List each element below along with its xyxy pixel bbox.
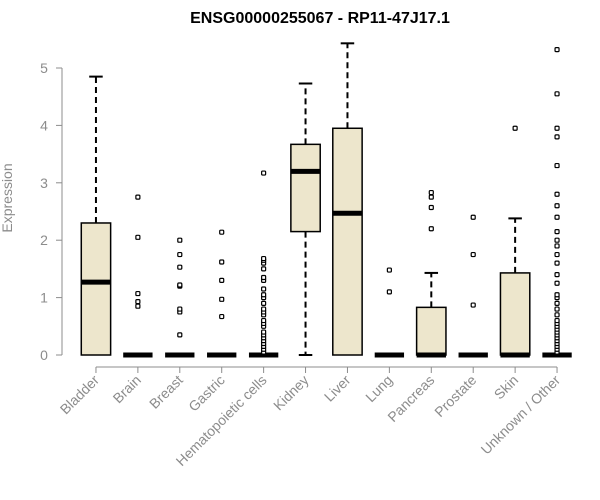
outlier-point: [177, 251, 183, 258]
y-tick-label: 4: [40, 117, 48, 133]
outlier-point: [261, 255, 267, 262]
y-tick-label: 2: [40, 232, 48, 248]
box-group: [207, 229, 237, 358]
outlier-point: [554, 251, 560, 258]
outlier-point: [428, 194, 434, 200]
x-tick-label: Unknown / Other: [478, 372, 564, 458]
y-tick-label: 1: [40, 290, 48, 306]
box-group: [542, 47, 572, 358]
y-tick-label: 0: [40, 347, 48, 363]
x-tick-label: Bladder: [57, 372, 103, 418]
y-tick-label: 3: [40, 175, 48, 191]
outlier-point: [470, 302, 476, 308]
outlier-point: [261, 266, 267, 272]
outlier-point: [135, 194, 141, 200]
outlier-point: [554, 306, 560, 312]
box: [80, 222, 112, 356]
outlier-point: [554, 272, 560, 278]
box-group: [290, 82, 321, 356]
chart-title: ENSG00000255067 - RP11-47J17.1: [190, 10, 450, 27]
outlier-point: [554, 125, 560, 131]
outlier-point: [428, 226, 434, 232]
x-tick-label: Liver: [321, 372, 354, 405]
box: [332, 127, 363, 356]
box-group: [248, 170, 279, 358]
x-tick-label: Breast: [146, 372, 186, 412]
outlier-point: [554, 91, 560, 97]
outlier-point: [261, 274, 267, 281]
box-group: [415, 189, 447, 358]
outlier-point: [554, 260, 560, 266]
outlier-point: [177, 264, 183, 270]
outlier-point: [177, 332, 183, 338]
outlier-point: [135, 299, 141, 305]
outlier-point: [386, 267, 392, 273]
x-tick-label: Pancreas: [384, 372, 437, 425]
outlier-point: [554, 47, 560, 53]
outlier-point: [554, 243, 560, 249]
outlier-point: [554, 228, 560, 235]
outlier-point: [219, 296, 225, 302]
outlier-point: [554, 191, 560, 197]
y-axis: 0 1 2 3 4 5: [40, 60, 63, 363]
box: [499, 272, 531, 356]
outlier-point: [135, 290, 141, 297]
x-tick-label: Brain: [110, 372, 144, 406]
outlier-point: [554, 162, 560, 169]
outlier-point: [261, 286, 267, 292]
outlier-point: [219, 229, 225, 235]
outlier-point: [177, 282, 183, 288]
x-tick-label: Lung: [362, 372, 395, 405]
outlier-point: [554, 203, 560, 209]
box-group: [458, 214, 488, 358]
box-group: [499, 125, 531, 358]
outlier-point: [470, 251, 476, 258]
x-tick-label: Kidney: [270, 372, 312, 414]
box: [415, 306, 447, 356]
outlier-point: [554, 237, 560, 243]
outlier-point: [428, 189, 434, 196]
outlier-point: [554, 300, 560, 306]
outlier-point: [177, 306, 183, 312]
box-series: [80, 42, 572, 358]
outlier-point: [261, 317, 267, 324]
box-group: [374, 267, 405, 358]
outlier-point: [261, 170, 267, 176]
outlier-point: [554, 317, 560, 324]
outlier-point: [261, 292, 267, 298]
outlier-point: [219, 259, 225, 265]
outlier-point: [428, 204, 434, 211]
box-group: [332, 42, 363, 356]
outlier-point: [554, 280, 560, 286]
box: [290, 143, 321, 233]
outlier-point: [554, 312, 560, 318]
y-tick-label: 5: [40, 60, 48, 76]
outlier-point: [554, 292, 560, 298]
outlier-point: [135, 303, 141, 309]
outlier-point: [512, 125, 518, 131]
outlier-point: [261, 306, 267, 312]
outlier-point: [135, 234, 141, 240]
outlier-point: [219, 313, 225, 320]
outlier-point: [261, 329, 267, 335]
x-tick-label: Prostate: [431, 372, 479, 420]
outlier-point: [219, 277, 225, 283]
y-axis-label: Expression: [0, 163, 15, 232]
x-tick-label: Skin: [491, 372, 522, 403]
box-group: [80, 75, 112, 356]
box-group: [165, 237, 195, 358]
box-group: [123, 194, 153, 358]
outlier-point: [554, 134, 560, 140]
outlier-point: [177, 237, 183, 243]
outlier-point: [470, 214, 476, 220]
outlier-point: [386, 289, 392, 295]
outlier-point: [554, 214, 560, 220]
outlier-point: [261, 300, 267, 306]
